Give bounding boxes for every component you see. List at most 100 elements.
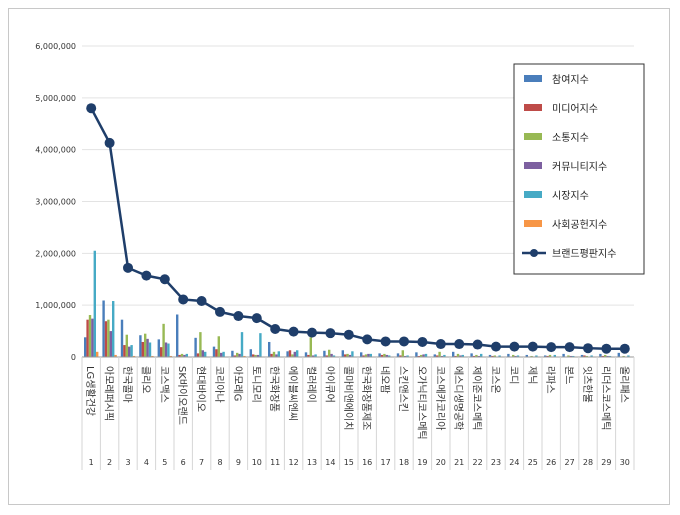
bar [470,353,473,357]
rank-number: 13 [307,458,317,467]
rank-number: 25 [528,458,538,467]
bar [330,353,333,357]
bar [585,355,588,357]
line-point [619,343,630,354]
bar [472,355,476,357]
bar [201,350,204,357]
bar [240,332,244,357]
line-point [472,339,483,350]
bar [606,355,609,357]
rank-number: 18 [399,458,409,467]
category-label: 콜마비앤에이치 [342,366,354,430]
bar [341,350,344,357]
bar [212,346,216,357]
bar [328,349,331,357]
x-axis: LG생활건강 1 아모레퍼시픽 2 한국콜마 3 클리오 4 코스맥스 5 SK바이오랜드 6 현대바이… [81,356,635,470]
bar [148,342,152,357]
bar [107,319,110,357]
rank-number: 20 [436,458,446,467]
line-point [123,262,133,273]
bar [114,354,117,357]
legend-swatch [524,133,542,140]
category-label: 리더스코스메틱 [599,366,611,430]
rank-number: 28 [583,458,593,467]
category-label: 코디 [507,366,519,384]
bar [162,323,165,357]
bar [93,250,96,357]
bar [567,355,570,357]
bar [417,355,420,357]
y-tick-label: 2,000,000 [35,249,76,258]
line-point [196,296,207,307]
line-point [362,334,373,345]
category-label: 컬러레이 [305,366,318,403]
line-point [86,103,97,114]
category-label: 네오팜 [379,366,391,394]
bar [104,321,108,357]
bar [553,354,556,357]
bar [157,339,160,357]
bar [109,331,112,357]
bar [480,353,483,357]
category-label: 제닉 [526,366,538,384]
category-label: 오가닉티코스메틱 [415,366,427,440]
y-axis-ticks: 0 1,000,000 2,000,000 3,000,000 4,000,000 5,0… [35,42,76,362]
category-label: 코스온 [489,366,501,394]
line-point [435,339,446,350]
bar [498,355,501,357]
bar [169,355,172,357]
bar [424,353,428,357]
bar [291,354,294,357]
bar [307,354,310,357]
bar [415,352,418,357]
category-label: 한국화장품제조 [360,366,372,430]
bar [367,353,370,357]
bar [144,333,147,357]
bar [399,355,402,357]
rank-number: 19 [417,458,427,467]
bar [323,350,326,357]
bar [185,353,188,357]
rank-number: 5 [162,458,167,467]
bar [252,354,255,357]
y-tick-label: 6,000,000 [35,42,76,51]
line-point [583,343,593,354]
bar [178,354,181,357]
bar [380,354,384,357]
bar [176,314,179,357]
bar [514,355,517,357]
bar [493,355,496,357]
bar [288,350,292,357]
category-label: 에스디생명공학 [452,366,464,430]
bar [401,350,404,357]
bar [102,300,105,357]
bar [627,355,630,357]
line-point [380,336,391,347]
bar [243,355,246,357]
bar [433,354,436,357]
bar [512,354,515,357]
bar [388,355,391,357]
line-point [288,326,299,337]
y-tick-label: 0 [71,353,76,362]
bar [378,353,381,357]
line-point [399,336,409,347]
line-point [343,329,354,340]
bar [259,333,262,357]
rank-number: 2 [107,458,112,467]
bar [507,353,510,357]
rank-number: 21 [454,458,464,467]
bar [141,341,144,357]
y-tick-label: 1,000,000 [35,301,76,310]
category-label: LG생활건강 [84,366,97,416]
bar [222,351,225,357]
bar [132,355,136,357]
bar [516,355,520,357]
bar [404,355,407,357]
bar [204,351,207,357]
bar [583,355,586,357]
bar [580,354,584,357]
bar [420,354,423,357]
rank-number: 3 [125,458,130,467]
